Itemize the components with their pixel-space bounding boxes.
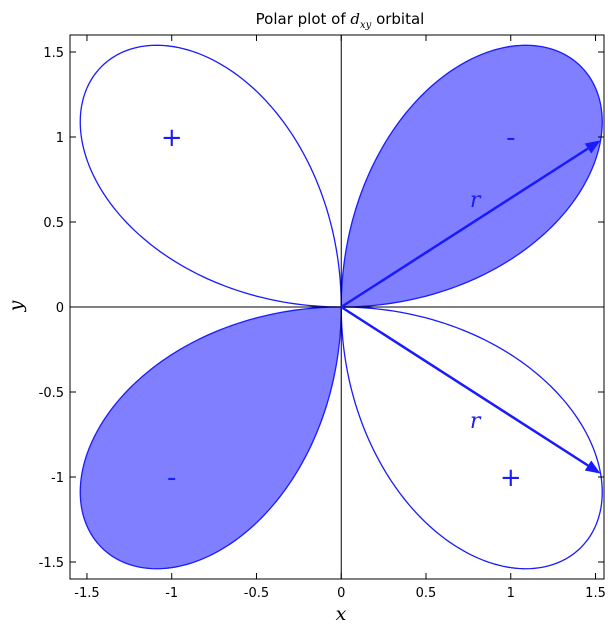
lobe-quadrant-II <box>79 44 342 308</box>
lobe-quadrant-I <box>340 44 603 308</box>
x-tick-label: 0.5 <box>416 586 437 601</box>
y-tick-label: 1 <box>56 131 64 146</box>
lobe-quadrant-IV <box>340 306 603 570</box>
x-tick-label: 0 <box>337 586 345 601</box>
x-axis-label: x <box>336 603 347 625</box>
y-tick-label: 1.5 <box>43 46 64 61</box>
x-tick-label: -1 <box>165 586 178 601</box>
x-tick-label: -0.5 <box>244 586 269 601</box>
y-tick-label: -1 <box>51 471 64 486</box>
x-tick-label: 1 <box>507 586 515 601</box>
radius-arrow-shaft <box>340 305 589 467</box>
x-tick-label: -1.5 <box>74 586 99 601</box>
lobe-quadrant-III <box>79 306 342 570</box>
orbital-lobes <box>79 44 603 570</box>
minus-sign-label: - <box>167 463 176 493</box>
y-tick-label: -1.5 <box>39 556 64 571</box>
tick-labels: -1.5 -1 -0.5 0 0.5 1 1.5 -1.5 -1 -0.5 0 0.5 1 1.5 <box>39 46 606 601</box>
x-tick-label: 1.5 <box>585 586 606 601</box>
radius-arrow-head <box>584 140 601 154</box>
minus-sign-label: - <box>506 123 515 153</box>
radius-arrow-shaft <box>340 147 589 309</box>
radius-arrow-head <box>584 460 601 474</box>
radius-label: r <box>470 188 482 213</box>
radius-label: r <box>470 409 482 434</box>
y-tick-label: 0.5 <box>43 216 64 231</box>
plus-sign-label: + <box>500 463 522 493</box>
y-tick-label: -0.5 <box>39 386 64 401</box>
sign-labels: - + - + <box>161 123 522 493</box>
axis-ticks <box>70 35 604 579</box>
plus-sign-label: + <box>161 123 183 153</box>
chart-title: Polar plot of dxy orbital <box>256 10 425 31</box>
y-tick-label: 0 <box>56 301 64 316</box>
radius-arrows: rr <box>340 140 601 474</box>
y-axis-label: y <box>5 300 27 312</box>
